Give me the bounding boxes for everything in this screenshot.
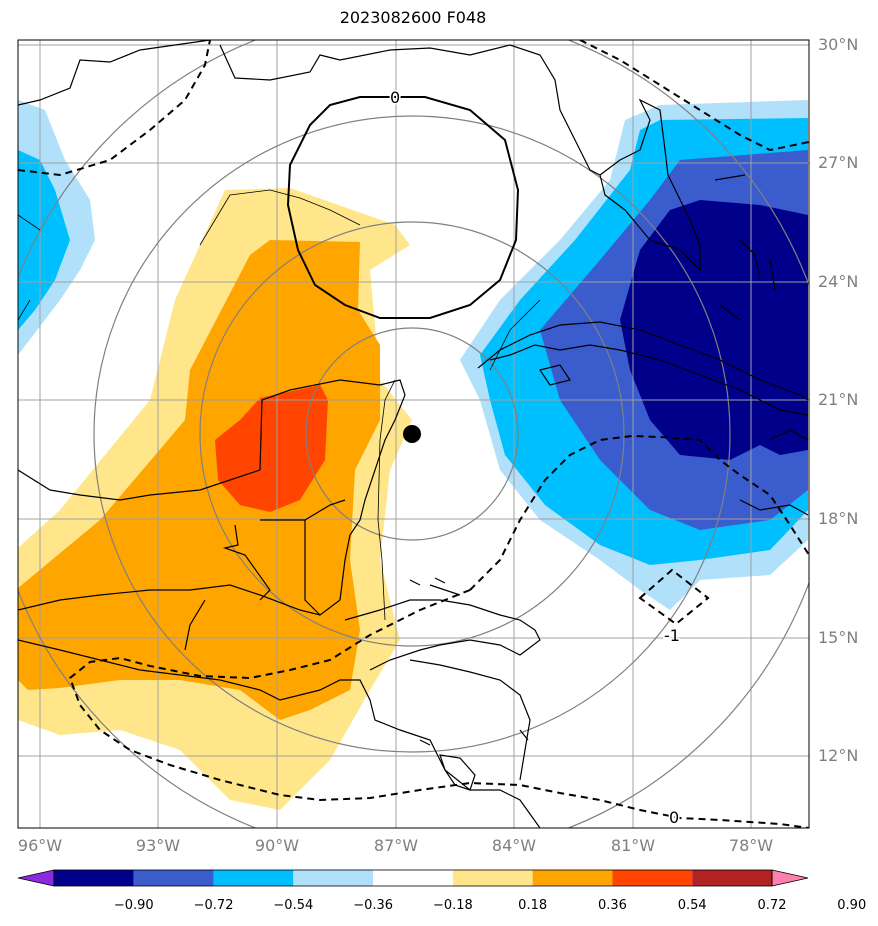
lat-label-18n: 18°N (818, 509, 859, 528)
map-title: 2023082600 F048 (339, 8, 487, 27)
lon-label-90w: 90°W (254, 836, 300, 855)
map-frame (17, 39, 810, 829)
colorbar-segment (133, 870, 214, 886)
colorbar-tick-label: −0.36 (353, 898, 394, 913)
graticule (18, 40, 809, 828)
coastlines (18, 40, 809, 828)
colorbar-tick-label: −0.18 (432, 898, 473, 913)
colorbar-extend-low (17, 869, 55, 887)
colorbar-tick-label: 0.54 (677, 898, 707, 913)
lon-label-93w: 93°W (135, 836, 181, 855)
colorbar-segment (452, 870, 533, 886)
colorbar-segment (213, 870, 294, 886)
lon-label-84w: 84°W (491, 836, 537, 855)
lon-label-96w: 96°W (17, 836, 63, 855)
dashed-contours (18, 40, 809, 828)
colorbar-segment (373, 870, 453, 886)
colorbar-tick-label: 0.36 (597, 898, 627, 913)
colorbar-tick-label: 0.18 (518, 898, 548, 913)
colorbar (17, 869, 809, 887)
storm-center-dot (403, 425, 421, 443)
solid-contour (286, 96, 520, 319)
colorbar-segment (293, 870, 374, 886)
colorbar-segment (612, 870, 693, 886)
lon-label-78w: 78°W (728, 836, 774, 855)
lon-label-87w: 87°W (373, 836, 419, 855)
contour-label-minus-one: -1 (664, 626, 680, 645)
positive-anomaly-fill (18, 188, 412, 810)
lat-label-21n: 21°N (818, 390, 859, 409)
colorbar-tick-label: −0.90 (113, 898, 154, 913)
colorbar-segment (692, 870, 772, 886)
colorbar-extend-high (771, 869, 809, 887)
colorbar-segment (532, 870, 613, 886)
lat-label-24n: 24°N (818, 272, 859, 291)
lat-label-12n: 12°N (818, 746, 859, 765)
contour-label-zero-top: 0 (390, 88, 400, 107)
colorbar-segment (54, 870, 134, 886)
colorbar-tick-label: −0.72 (193, 898, 234, 913)
thin-contours (18, 189, 541, 621)
range-rings (18, 40, 809, 828)
colorbar-tick-label: 0.90 (837, 898, 867, 913)
colorbar-tick-label: −0.54 (273, 898, 314, 913)
lat-label-30n: 30°N (818, 35, 859, 54)
lat-label-27n: 27°N (818, 153, 859, 172)
contour-label-zero-bottom: 0 (669, 808, 679, 827)
negative-anomaly-fill (18, 100, 808, 610)
lon-label-81w: 81°W (610, 836, 656, 855)
lat-label-15n: 15°N (818, 628, 859, 647)
colorbar-tick-label: 0.72 (757, 898, 787, 913)
